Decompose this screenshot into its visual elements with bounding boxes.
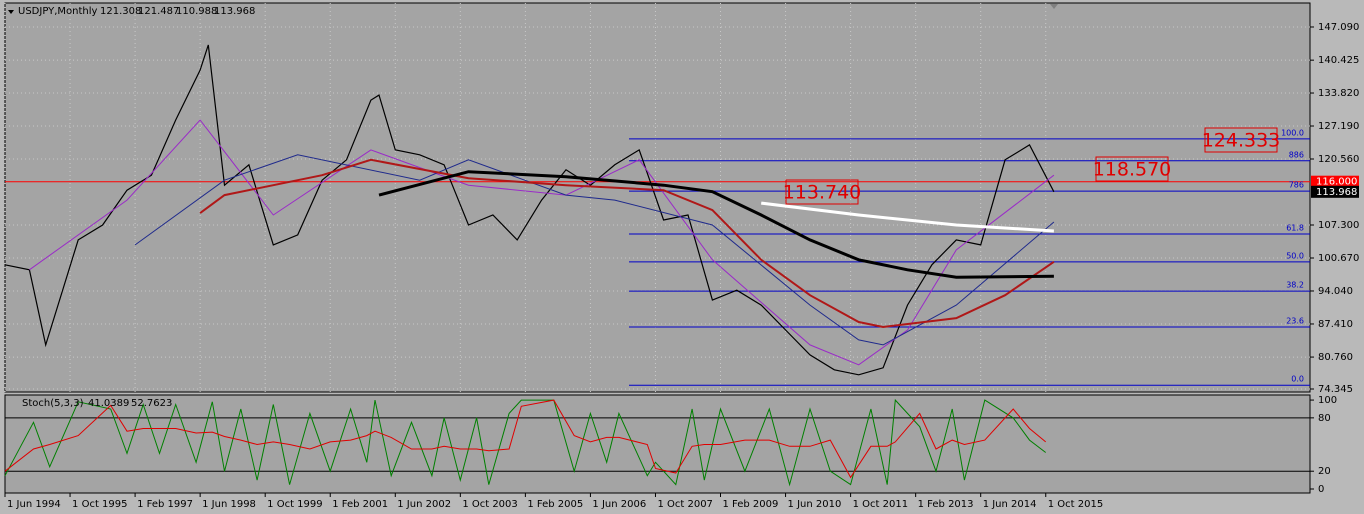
y-tick-label: 120.560: [1318, 154, 1359, 165]
y-tick-label: 107.300: [1318, 220, 1359, 231]
x-tick-label: 1 Jun 2002: [397, 499, 451, 510]
series-line: [4, 399, 1047, 479]
stoch-panel: [4, 394, 1311, 494]
y-tick-label: 0: [1318, 484, 1324, 495]
price-line-box: [1311, 175, 1359, 188]
x-tick-label: 1 Feb 2005: [527, 499, 583, 510]
fib-label: 23.6: [1286, 317, 1304, 326]
menu-arrow: [8, 10, 14, 14]
ohlc-value: 121.308: [100, 6, 141, 17]
y-tick-label: 100: [1318, 395, 1337, 406]
x-tick-label: 1 Feb 1997: [137, 499, 193, 510]
y-tick-label: 94.040: [1318, 286, 1353, 297]
x-tick-label: 1 Oct 2011: [853, 499, 908, 510]
y-tick-label: 20: [1318, 466, 1331, 477]
ohlc-value: 110.988: [176, 6, 217, 17]
x-tick-label: 1 Oct 2003: [462, 499, 517, 510]
x-tick-label: 1 Feb 2001: [332, 499, 388, 510]
y-tick-label: 133.820: [1318, 88, 1359, 99]
label-layer: USDJPY,Monthly Stoch(5,3,3) 147.090 140.4…: [4, 6, 1359, 510]
y-tick-label: 127.190: [1318, 121, 1359, 132]
readings-value: 41.0389: [88, 398, 129, 409]
series-line: [134, 154, 1055, 346]
fib-label: 786: [1289, 181, 1304, 190]
x-tick-label: 1 Oct 1999: [267, 499, 322, 510]
annotation: 113.740: [783, 182, 862, 204]
annotation-box: [1095, 156, 1169, 182]
ohlc-value: 121.487: [138, 6, 179, 17]
x-tick-label: 1 Oct 2007: [657, 499, 712, 510]
current-price-label: 113.968: [1316, 187, 1357, 198]
fib-label: 61.8: [1286, 223, 1304, 232]
price-line-label: 116.000: [1316, 177, 1357, 188]
y-tick-label: 80: [1318, 413, 1331, 424]
stoch-title: Stoch(5,3,3): [22, 398, 84, 409]
annotation: 124.333: [1202, 130, 1281, 152]
x-tick-label: 1 Jun 2014: [983, 499, 1037, 510]
y-tick-label: 87.410: [1318, 319, 1353, 330]
fib-label: 0.0: [1291, 375, 1304, 384]
x-tick-label: 1 Jun 2010: [788, 499, 842, 510]
annotation: 118.570: [1093, 159, 1172, 181]
fib-label: 886: [1289, 150, 1304, 159]
series-line: [4, 44, 1055, 376]
x-tick-label: 1 Feb 2013: [918, 499, 974, 510]
x-tick-label: 1 Feb 2009: [723, 499, 779, 510]
x-tick-label: 1 Jun 2006: [592, 499, 646, 510]
fib-label: 38.2: [1286, 281, 1304, 290]
fib-label: 100.0: [1281, 128, 1304, 137]
y-tick-label: 140.425: [1318, 55, 1359, 66]
y-tick-label: 74.345: [1318, 384, 1353, 395]
readings-value: 52.7623: [131, 398, 172, 409]
current-price-box: [1311, 185, 1359, 198]
x-tick-label: 1 Oct 2015: [1048, 499, 1103, 510]
y-tick-label: 147.090: [1318, 22, 1359, 33]
annotation-box: [1204, 127, 1278, 153]
grid-layer: [4, 3, 1310, 472]
series-line: [199, 158, 1055, 329]
annotation-box: [785, 179, 859, 205]
x-tick-label: 1 Jun 1994: [7, 499, 61, 510]
fib-label: 50.0: [1286, 251, 1304, 260]
mark-layer: [4, 44, 1055, 487]
scroll-marker: [1050, 4, 1058, 9]
series-line: [761, 201, 1054, 233]
y-tick-label: 80.760: [1318, 352, 1353, 363]
y-tick-label: 100.670: [1318, 253, 1359, 264]
chart-title: USDJPY,Monthly: [18, 6, 98, 17]
x-tick-label: 1 Oct 1995: [72, 499, 127, 510]
x-tick-label: 1 Jun 1998: [202, 499, 256, 510]
ohlc-value: 113.968: [214, 6, 255, 17]
series-line: [378, 170, 1054, 279]
